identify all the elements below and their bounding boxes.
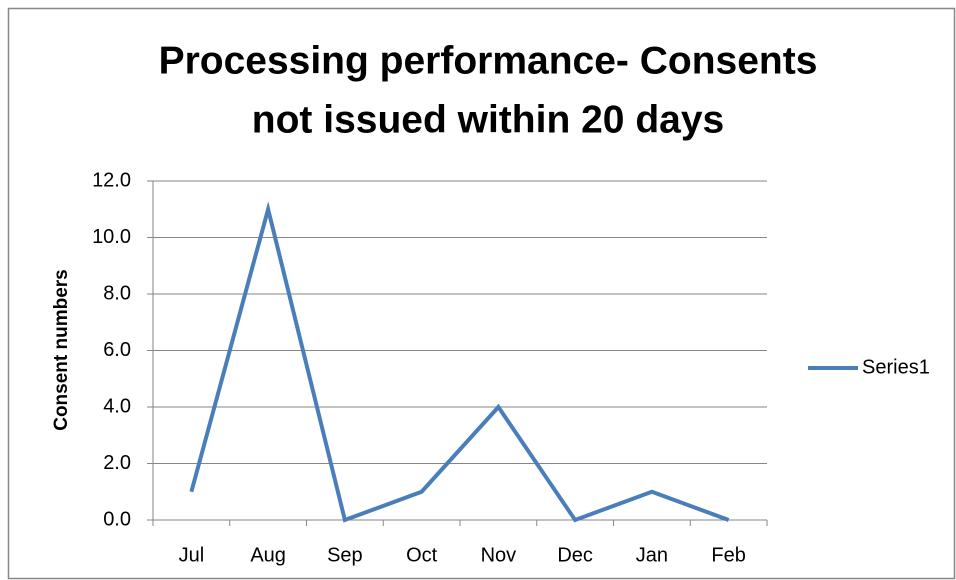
y-tick-label: 4.0	[103, 395, 131, 417]
y-axis-label: Consent numbers	[51, 269, 72, 431]
x-tick-label: Sep	[327, 544, 363, 566]
data-line	[189, 201, 730, 523]
x-tick-label: Dec	[557, 544, 593, 566]
x-tick-label: Nov	[481, 544, 517, 566]
x-tick-label: Aug	[250, 544, 286, 566]
y-tick-label: 12.0	[92, 169, 131, 191]
x-tick-label: Feb	[711, 544, 745, 566]
x-tick-label: Jan	[636, 544, 668, 566]
legend-label: Series1	[862, 356, 930, 378]
chart-title: Processing performance- Consents	[159, 39, 818, 82]
y-tick-label: 8.0	[103, 282, 131, 304]
y-tick-label: 6.0	[103, 339, 131, 361]
x-tick-label: Jul	[179, 544, 205, 566]
y-tick-label: 2.0	[103, 452, 131, 474]
y-tick-label: 0.0	[103, 508, 131, 530]
y-tick-label: 10.0	[92, 226, 131, 248]
chart-title: not issued within 20 days	[252, 98, 724, 141]
x-tick-label: Oct	[406, 544, 438, 566]
